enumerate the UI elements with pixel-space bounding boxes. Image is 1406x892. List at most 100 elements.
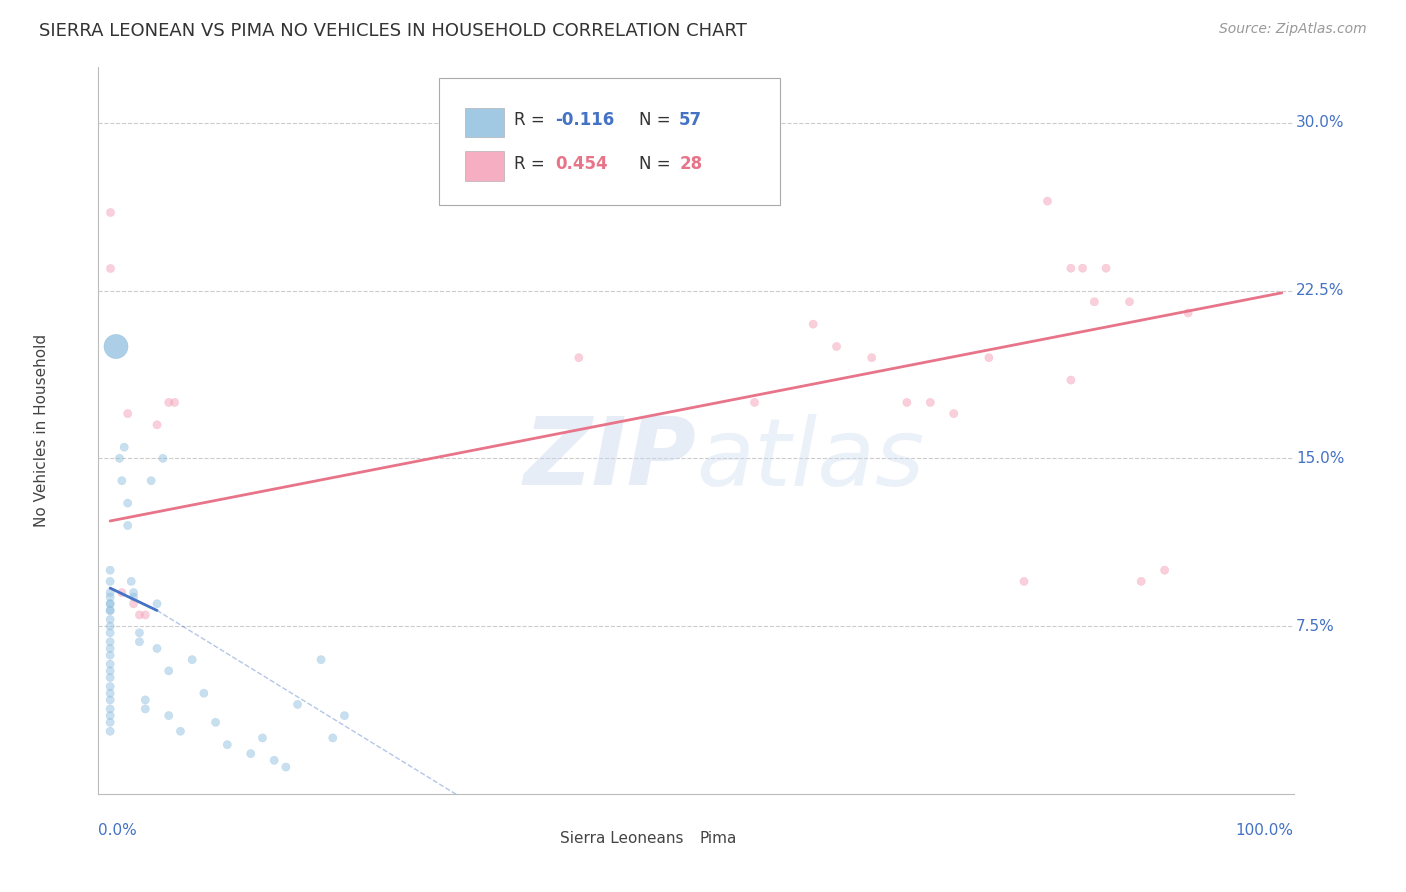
Point — [134, 693, 156, 707]
Text: 0.0%: 0.0% — [98, 823, 138, 838]
Point — [1060, 373, 1083, 387]
Point — [1083, 294, 1105, 309]
FancyBboxPatch shape — [465, 108, 503, 137]
Point — [122, 597, 145, 611]
Point — [128, 625, 150, 640]
Point — [274, 760, 297, 774]
Point — [801, 317, 824, 331]
Point — [98, 686, 121, 700]
FancyBboxPatch shape — [439, 78, 780, 205]
Point — [287, 698, 309, 712]
Point — [163, 395, 186, 409]
Point — [217, 738, 239, 752]
Point — [98, 619, 121, 633]
Point — [98, 715, 121, 730]
Point — [146, 417, 169, 432]
Point — [825, 339, 848, 353]
Point — [98, 671, 121, 685]
Text: ZIP: ZIP — [523, 414, 696, 506]
Point — [98, 664, 121, 678]
Point — [860, 351, 883, 365]
Point — [128, 607, 150, 622]
Point — [333, 708, 356, 723]
Text: R =: R = — [515, 154, 550, 172]
Point — [1177, 306, 1199, 320]
Point — [1130, 574, 1153, 589]
Point — [98, 597, 121, 611]
Text: 100.0%: 100.0% — [1236, 823, 1294, 838]
Point — [122, 585, 145, 599]
Text: atlas: atlas — [696, 414, 924, 505]
Point — [181, 653, 204, 667]
Point — [120, 574, 142, 589]
Point — [169, 724, 191, 739]
Point — [134, 702, 156, 716]
Point — [263, 753, 285, 767]
Point — [98, 641, 121, 656]
Point — [105, 339, 128, 353]
Point — [98, 708, 121, 723]
Point — [108, 451, 131, 466]
Text: N =: N = — [638, 111, 675, 129]
FancyBboxPatch shape — [465, 152, 503, 181]
Point — [98, 563, 121, 577]
Text: SIERRA LEONEAN VS PIMA NO VEHICLES IN HOUSEHOLD CORRELATION CHART: SIERRA LEONEAN VS PIMA NO VEHICLES IN HO… — [39, 22, 747, 40]
Point — [134, 607, 156, 622]
Point — [98, 657, 121, 672]
Point — [105, 339, 128, 353]
Point — [1095, 261, 1118, 276]
Point — [128, 634, 150, 648]
Point — [98, 648, 121, 663]
Point — [122, 590, 145, 604]
Point — [1036, 194, 1059, 208]
Point — [920, 395, 942, 409]
Point — [896, 395, 918, 409]
Point — [111, 585, 134, 599]
Point — [146, 597, 169, 611]
Point — [98, 574, 121, 589]
Point — [98, 634, 121, 648]
Point — [98, 693, 121, 707]
Point — [117, 407, 139, 421]
Point — [193, 686, 215, 700]
Point — [98, 261, 121, 276]
Point — [568, 351, 591, 365]
Point — [111, 474, 134, 488]
Point — [1060, 261, 1083, 276]
Point — [157, 664, 180, 678]
Point — [98, 597, 121, 611]
Text: Sierra Leoneans: Sierra Leoneans — [560, 830, 683, 846]
Text: 0.454: 0.454 — [555, 154, 607, 172]
Point — [309, 653, 332, 667]
Text: Pima: Pima — [700, 830, 737, 846]
Point — [98, 612, 121, 626]
Point — [1153, 563, 1175, 577]
Text: N =: N = — [638, 154, 675, 172]
Point — [942, 407, 965, 421]
Text: 28: 28 — [679, 154, 703, 172]
Text: -0.116: -0.116 — [555, 111, 614, 129]
Text: 15.0%: 15.0% — [1296, 450, 1344, 466]
Point — [152, 451, 174, 466]
Point — [98, 585, 121, 599]
Point — [117, 496, 139, 510]
Point — [322, 731, 344, 745]
Text: 7.5%: 7.5% — [1296, 619, 1334, 633]
Point — [157, 395, 180, 409]
Text: 22.5%: 22.5% — [1296, 283, 1344, 298]
FancyBboxPatch shape — [526, 828, 553, 848]
Point — [146, 641, 169, 656]
Text: 30.0%: 30.0% — [1296, 115, 1344, 130]
Point — [98, 603, 121, 617]
Point — [252, 731, 274, 745]
Point — [98, 680, 121, 694]
Text: No Vehicles in Household: No Vehicles in Household — [34, 334, 49, 527]
Point — [1071, 261, 1094, 276]
Point — [98, 205, 121, 219]
Point — [98, 702, 121, 716]
Point — [157, 708, 180, 723]
Point — [98, 724, 121, 739]
Point — [239, 747, 262, 761]
Point — [204, 715, 226, 730]
Point — [98, 625, 121, 640]
